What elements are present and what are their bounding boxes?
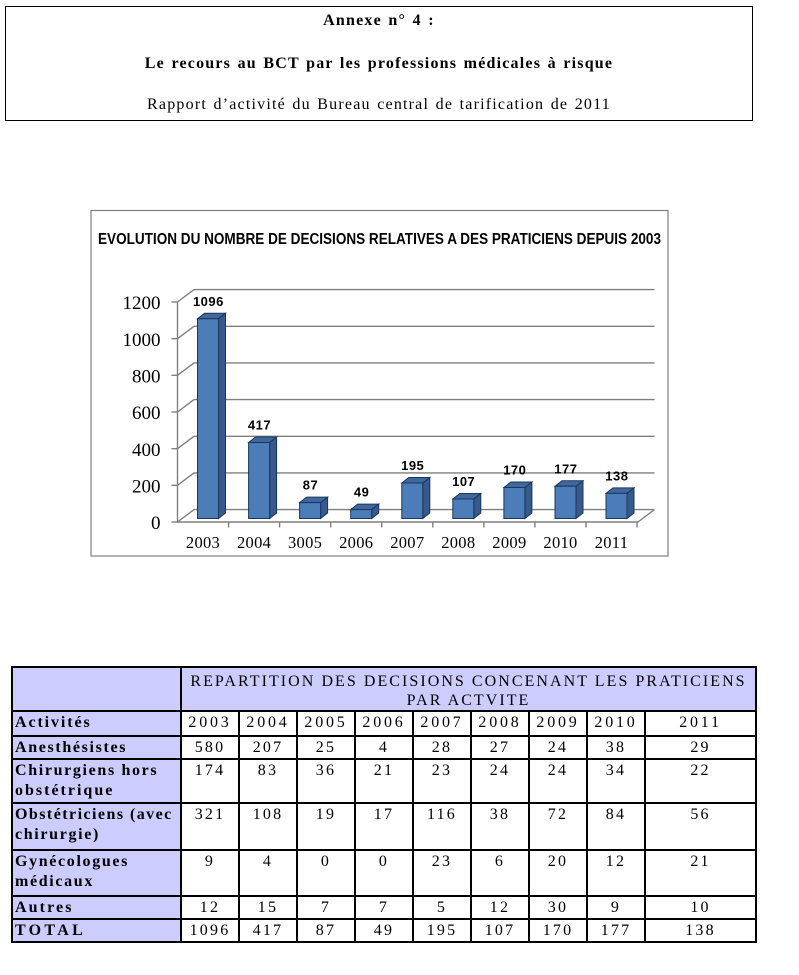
- svg-text:49: 49: [354, 485, 369, 500]
- svg-text:600: 600: [132, 403, 161, 424]
- svg-text:170: 170: [503, 463, 526, 478]
- svg-text:2007: 2007: [390, 533, 424, 552]
- svg-text:800: 800: [132, 367, 161, 388]
- svg-text:1200: 1200: [123, 293, 161, 314]
- svg-text:177: 177: [554, 461, 577, 476]
- svg-text:417: 417: [248, 418, 271, 433]
- svg-text:107: 107: [452, 474, 475, 489]
- svg-text:2004: 2004: [237, 533, 271, 552]
- svg-text:2011: 2011: [595, 533, 629, 552]
- svg-text:1000: 1000: [123, 330, 161, 351]
- svg-text:195: 195: [401, 458, 424, 473]
- svg-text:200: 200: [132, 477, 161, 498]
- svg-text:0: 0: [151, 513, 161, 534]
- svg-text:87: 87: [303, 478, 318, 493]
- svg-text:138: 138: [605, 468, 628, 483]
- svg-text:3005: 3005: [288, 533, 322, 552]
- svg-text:400: 400: [132, 440, 161, 461]
- svg-text:2009: 2009: [492, 533, 526, 552]
- svg-text:2010: 2010: [543, 533, 577, 552]
- svg-text:2006: 2006: [339, 533, 373, 552]
- svg-text:2003: 2003: [186, 533, 220, 552]
- svg-text:EVOLUTION DU NOMBRE DE DECISIO: EVOLUTION DU NOMBRE DE DECISIONS RELATIV…: [98, 231, 661, 248]
- svg-text:2008: 2008: [441, 533, 475, 552]
- svg-text:1096: 1096: [193, 294, 224, 309]
